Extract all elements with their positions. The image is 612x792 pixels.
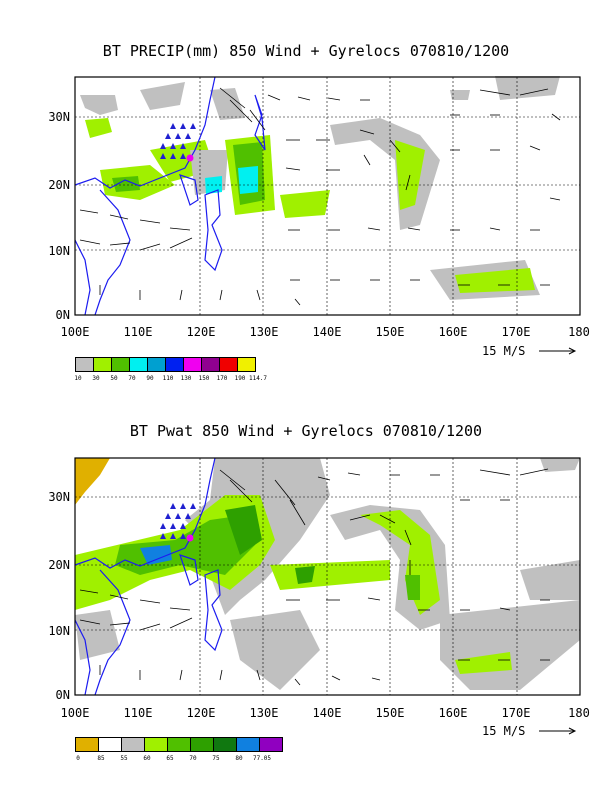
panel1-lon-180: 180: [568, 325, 590, 339]
panel2-colorbar-label: 60: [143, 755, 151, 762]
panel2-lon-130e: 130E: [249, 706, 279, 720]
panel2-lon-140e: 140E: [312, 706, 342, 720]
panel1-lon-150e: 150E: [375, 325, 405, 339]
panel1-title: BT PRECIP(mm) 850 Wind + Gyrelocs 070810…: [102, 42, 510, 60]
panel1-vector-ref-arrow: [539, 347, 577, 355]
panel1-colorbar-swatch: [183, 357, 202, 372]
panel2-shading: [75, 458, 580, 690]
panel1-lon-130e: 130E: [249, 325, 279, 339]
panel1-colorbar-label: 50: [110, 375, 118, 382]
panel1-colorbar-label: 114.7: [248, 375, 268, 382]
panel2-colorbar-label: 0: [76, 755, 80, 762]
panel2-lon-150e: 150E: [375, 706, 405, 720]
panel1-colorbar-swatch: [93, 357, 112, 372]
panel1-colorbar-swatch: [237, 357, 256, 372]
panel1-lon-100e: 100E: [60, 325, 90, 339]
panel1-colorbar: 10 30 50 70 90 110 130 150 170 190 114.7: [74, 357, 267, 382]
panel2-lon-180: 180: [568, 706, 590, 720]
panel2-lat-30n: 30N: [48, 490, 70, 504]
panel2-colorbar-swatch: [236, 737, 260, 752]
panel1-colorbar-label: 110: [162, 375, 174, 382]
panel2-lon-160e: 160E: [438, 706, 468, 720]
panel2-vector-ref-label: 15 M/S: [482, 724, 526, 738]
panel2-colorbar-swatch: [190, 737, 214, 752]
panel2-colorbar-label: 55: [120, 755, 128, 762]
panel2-colorbar-swatch: [167, 737, 191, 752]
panel2-coastline: [74, 457, 223, 696]
panel1-colorbar-label: 190: [234, 375, 246, 382]
panel2-colorbar-label: 75: [212, 755, 220, 762]
panel2-colorbar-swatch: [121, 737, 145, 752]
panel1-vector-ref-label: 15 M/S: [482, 344, 526, 358]
panel2-colorbar-swatch: [98, 737, 122, 752]
panel1-lon-120e: 120E: [186, 325, 216, 339]
panel1-colorbar-swatch: [111, 357, 130, 372]
panel2-lon-170e: 170E: [501, 706, 531, 720]
panel1-lon-110e: 110E: [123, 325, 153, 339]
panel1-frame: [74, 76, 581, 316]
panel1-colorbar-swatch: [219, 357, 238, 372]
panel2-colorbar-swatch: [144, 737, 168, 752]
panel1-colorbar-label: 130: [180, 375, 192, 382]
panel2-colorbar-label: 85: [97, 755, 105, 762]
panel1-map: [74, 76, 581, 316]
panel2-colorbar: 0 85 55 60 65 70 75 80 77.05: [75, 737, 283, 767]
panel1-colorbar-swatch: [75, 357, 94, 372]
panel1-colorbar-label: 170: [216, 375, 228, 382]
panel1-colorbar-swatch: [147, 357, 166, 372]
panel2-wind-vectors: [79, 468, 550, 686]
panel1-colorbar-label: 90: [146, 375, 154, 382]
panel2-lat-10n: 10N: [48, 624, 70, 638]
panel2-vector-ref-arrow: [539, 727, 577, 735]
panel2-storm-center: [186, 534, 194, 542]
panel2-colorbar-swatch: [213, 737, 237, 752]
panel2-frame: [74, 457, 581, 696]
panel1-lat-10n: 10N: [48, 244, 70, 258]
panel1-colorbar-swatch: [165, 357, 184, 372]
panel2-lon-100e: 100E: [60, 706, 90, 720]
panel2-colorbar-swatch: [259, 737, 283, 752]
panel1-grid: [75, 77, 580, 315]
panel2-title: BT Pwat 850 Wind + Gyrelocs 070810/1200: [129, 422, 483, 440]
panel1-lon-170e: 170E: [501, 325, 531, 339]
panel1-lon-160e: 160E: [438, 325, 468, 339]
panel1-storm-center: [186, 154, 194, 162]
panel1-lat-30n: 30N: [48, 110, 70, 124]
panel1-colorbar-label: 30: [92, 375, 100, 382]
panel2-grid: [75, 458, 580, 695]
panel2-colorbar-label: 77.05: [252, 755, 272, 762]
panel1-colorbar-label: 150: [198, 375, 210, 382]
panel1-colorbar-label: 70: [128, 375, 136, 382]
panel2-colorbar-swatch: [75, 737, 99, 752]
panel2-colorbar-label: 80: [235, 755, 243, 762]
panel1-wind-vectors: [79, 87, 561, 306]
panel1-gyre-markers: [160, 123, 196, 159]
panel2-colorbar-label: 70: [189, 755, 197, 762]
panel2-gyre-markers: [160, 503, 196, 539]
panel1-coastline: [74, 76, 266, 316]
panel2-lon-120e: 120E: [186, 706, 216, 720]
panel2-lat-20n: 20N: [48, 558, 70, 572]
panel1-shading: [80, 76, 560, 300]
panel1-lat-20n: 20N: [48, 178, 70, 192]
panel1-lon-140e: 140E: [312, 325, 342, 339]
panel1-lat-0n: 0N: [55, 308, 70, 322]
panel2-lon-110e: 110E: [123, 706, 153, 720]
panel1-colorbar-label: 10: [74, 375, 82, 382]
panel2-lat-0n: 0N: [55, 688, 70, 702]
panel1-colorbar-swatch: [129, 357, 148, 372]
panel2-map: [74, 457, 581, 696]
panel2-colorbar-label: 65: [166, 755, 174, 762]
panel1-colorbar-swatch: [201, 357, 220, 372]
